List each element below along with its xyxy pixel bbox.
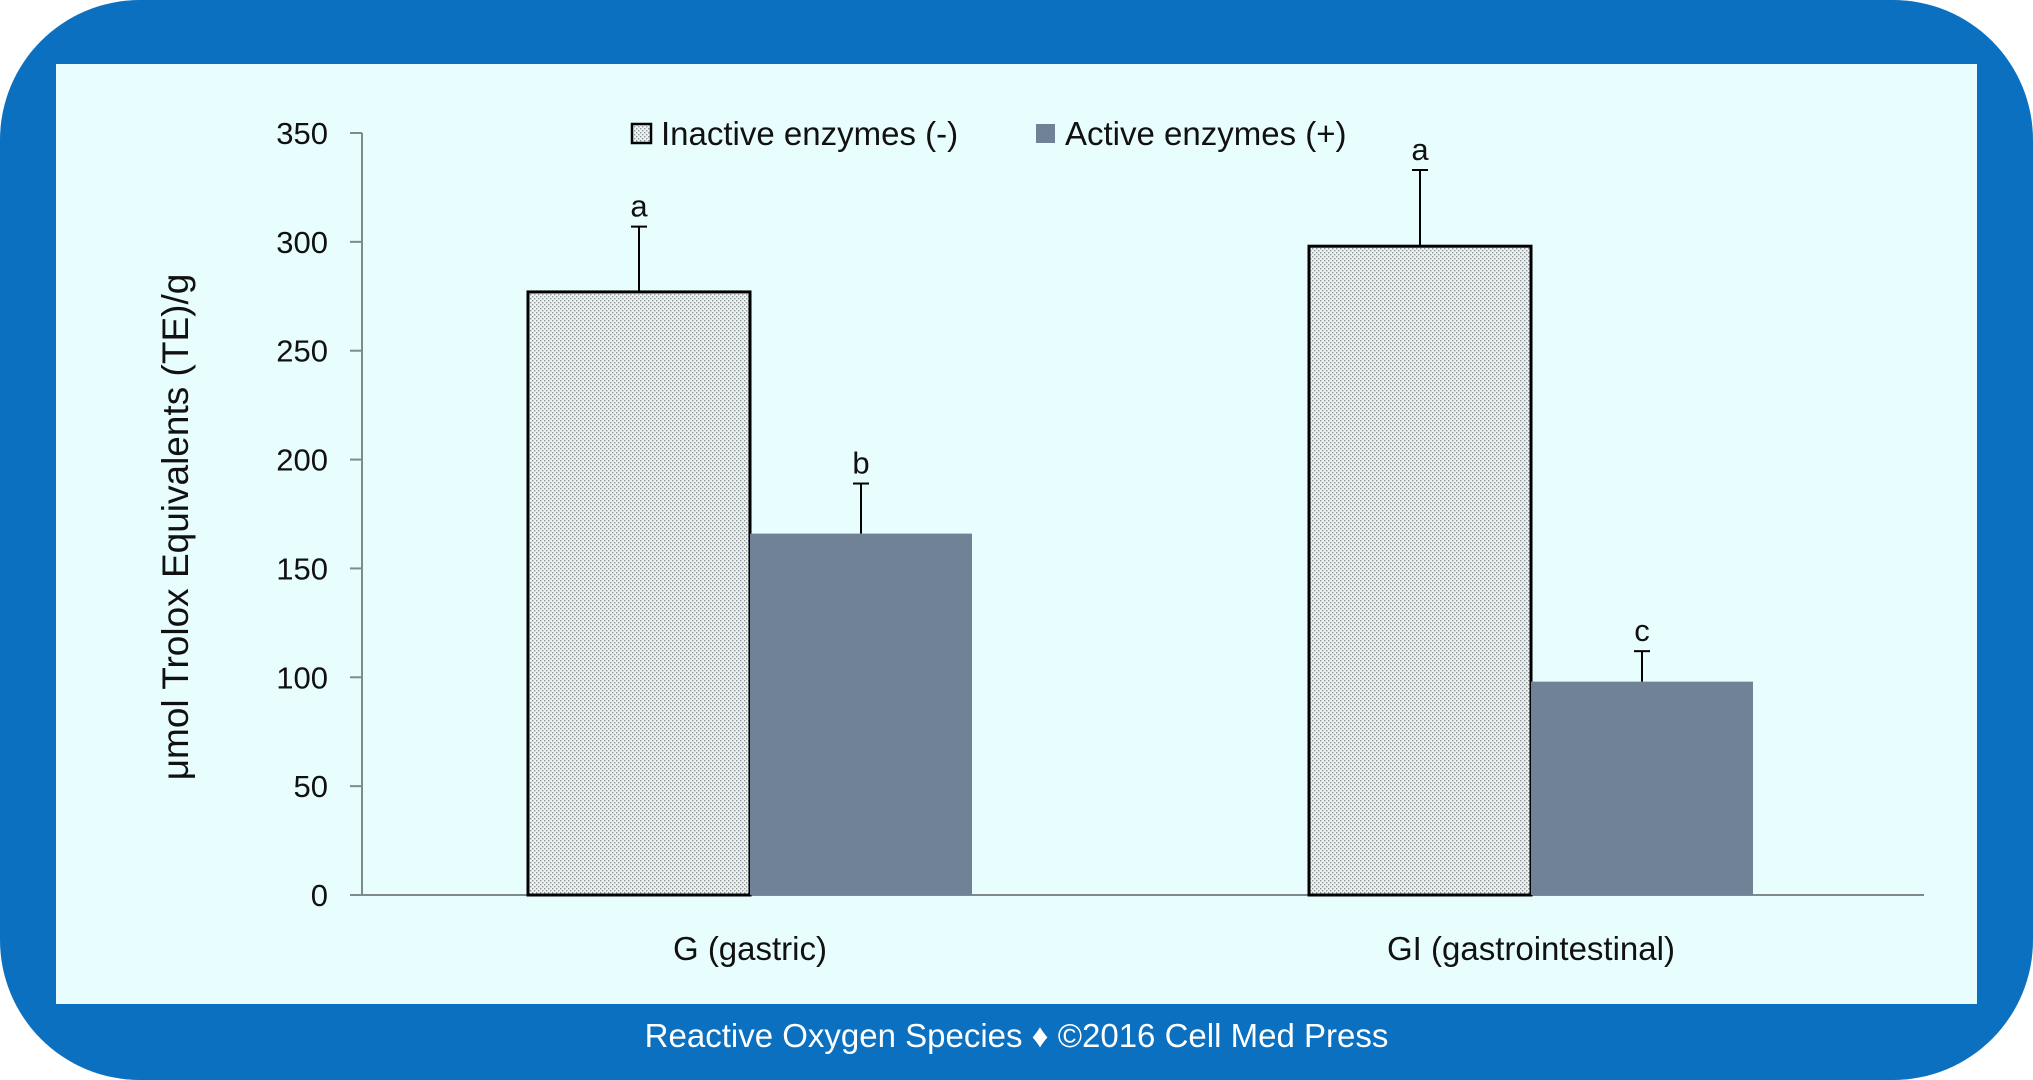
x-category-label: GI (gastrointestinal) — [1387, 930, 1675, 967]
bar-inactive-g — [526, 290, 752, 897]
legend-swatch-active — [1036, 124, 1055, 143]
y-tick-label: 250 — [276, 334, 328, 369]
legend-label-inactive: Inactive enzymes (-) — [661, 115, 958, 152]
y-tick-label: 350 — [276, 116, 328, 151]
y-tick-label: 0 — [311, 878, 328, 913]
legend-swatch-inactive — [630, 122, 653, 145]
significance-label: c — [1634, 613, 1650, 648]
bar-active-gi — [1531, 681, 1753, 895]
bar-active-g — [750, 533, 972, 895]
y-tick-label: 200 — [276, 443, 328, 478]
footer-caption: Reactive Oxygen Species ♦ ©2016 Cell Med… — [644, 1017, 1389, 1054]
y-tick-label: 150 — [276, 551, 328, 586]
significance-label: a — [1411, 132, 1429, 167]
x-category-label: G (gastric) — [673, 930, 827, 967]
legend-label-active: Active enzymes (+) — [1065, 115, 1347, 152]
y-tick-label: 300 — [276, 225, 328, 260]
significance-label: b — [852, 446, 869, 481]
y-tick-label: 50 — [294, 769, 328, 804]
y-tick-label: 100 — [276, 660, 328, 695]
significance-label: a — [630, 189, 648, 224]
bar-inactive-gi — [1307, 244, 1533, 897]
y-axis-title: μmol Trolox Equivalents (TE)/g — [155, 274, 196, 781]
